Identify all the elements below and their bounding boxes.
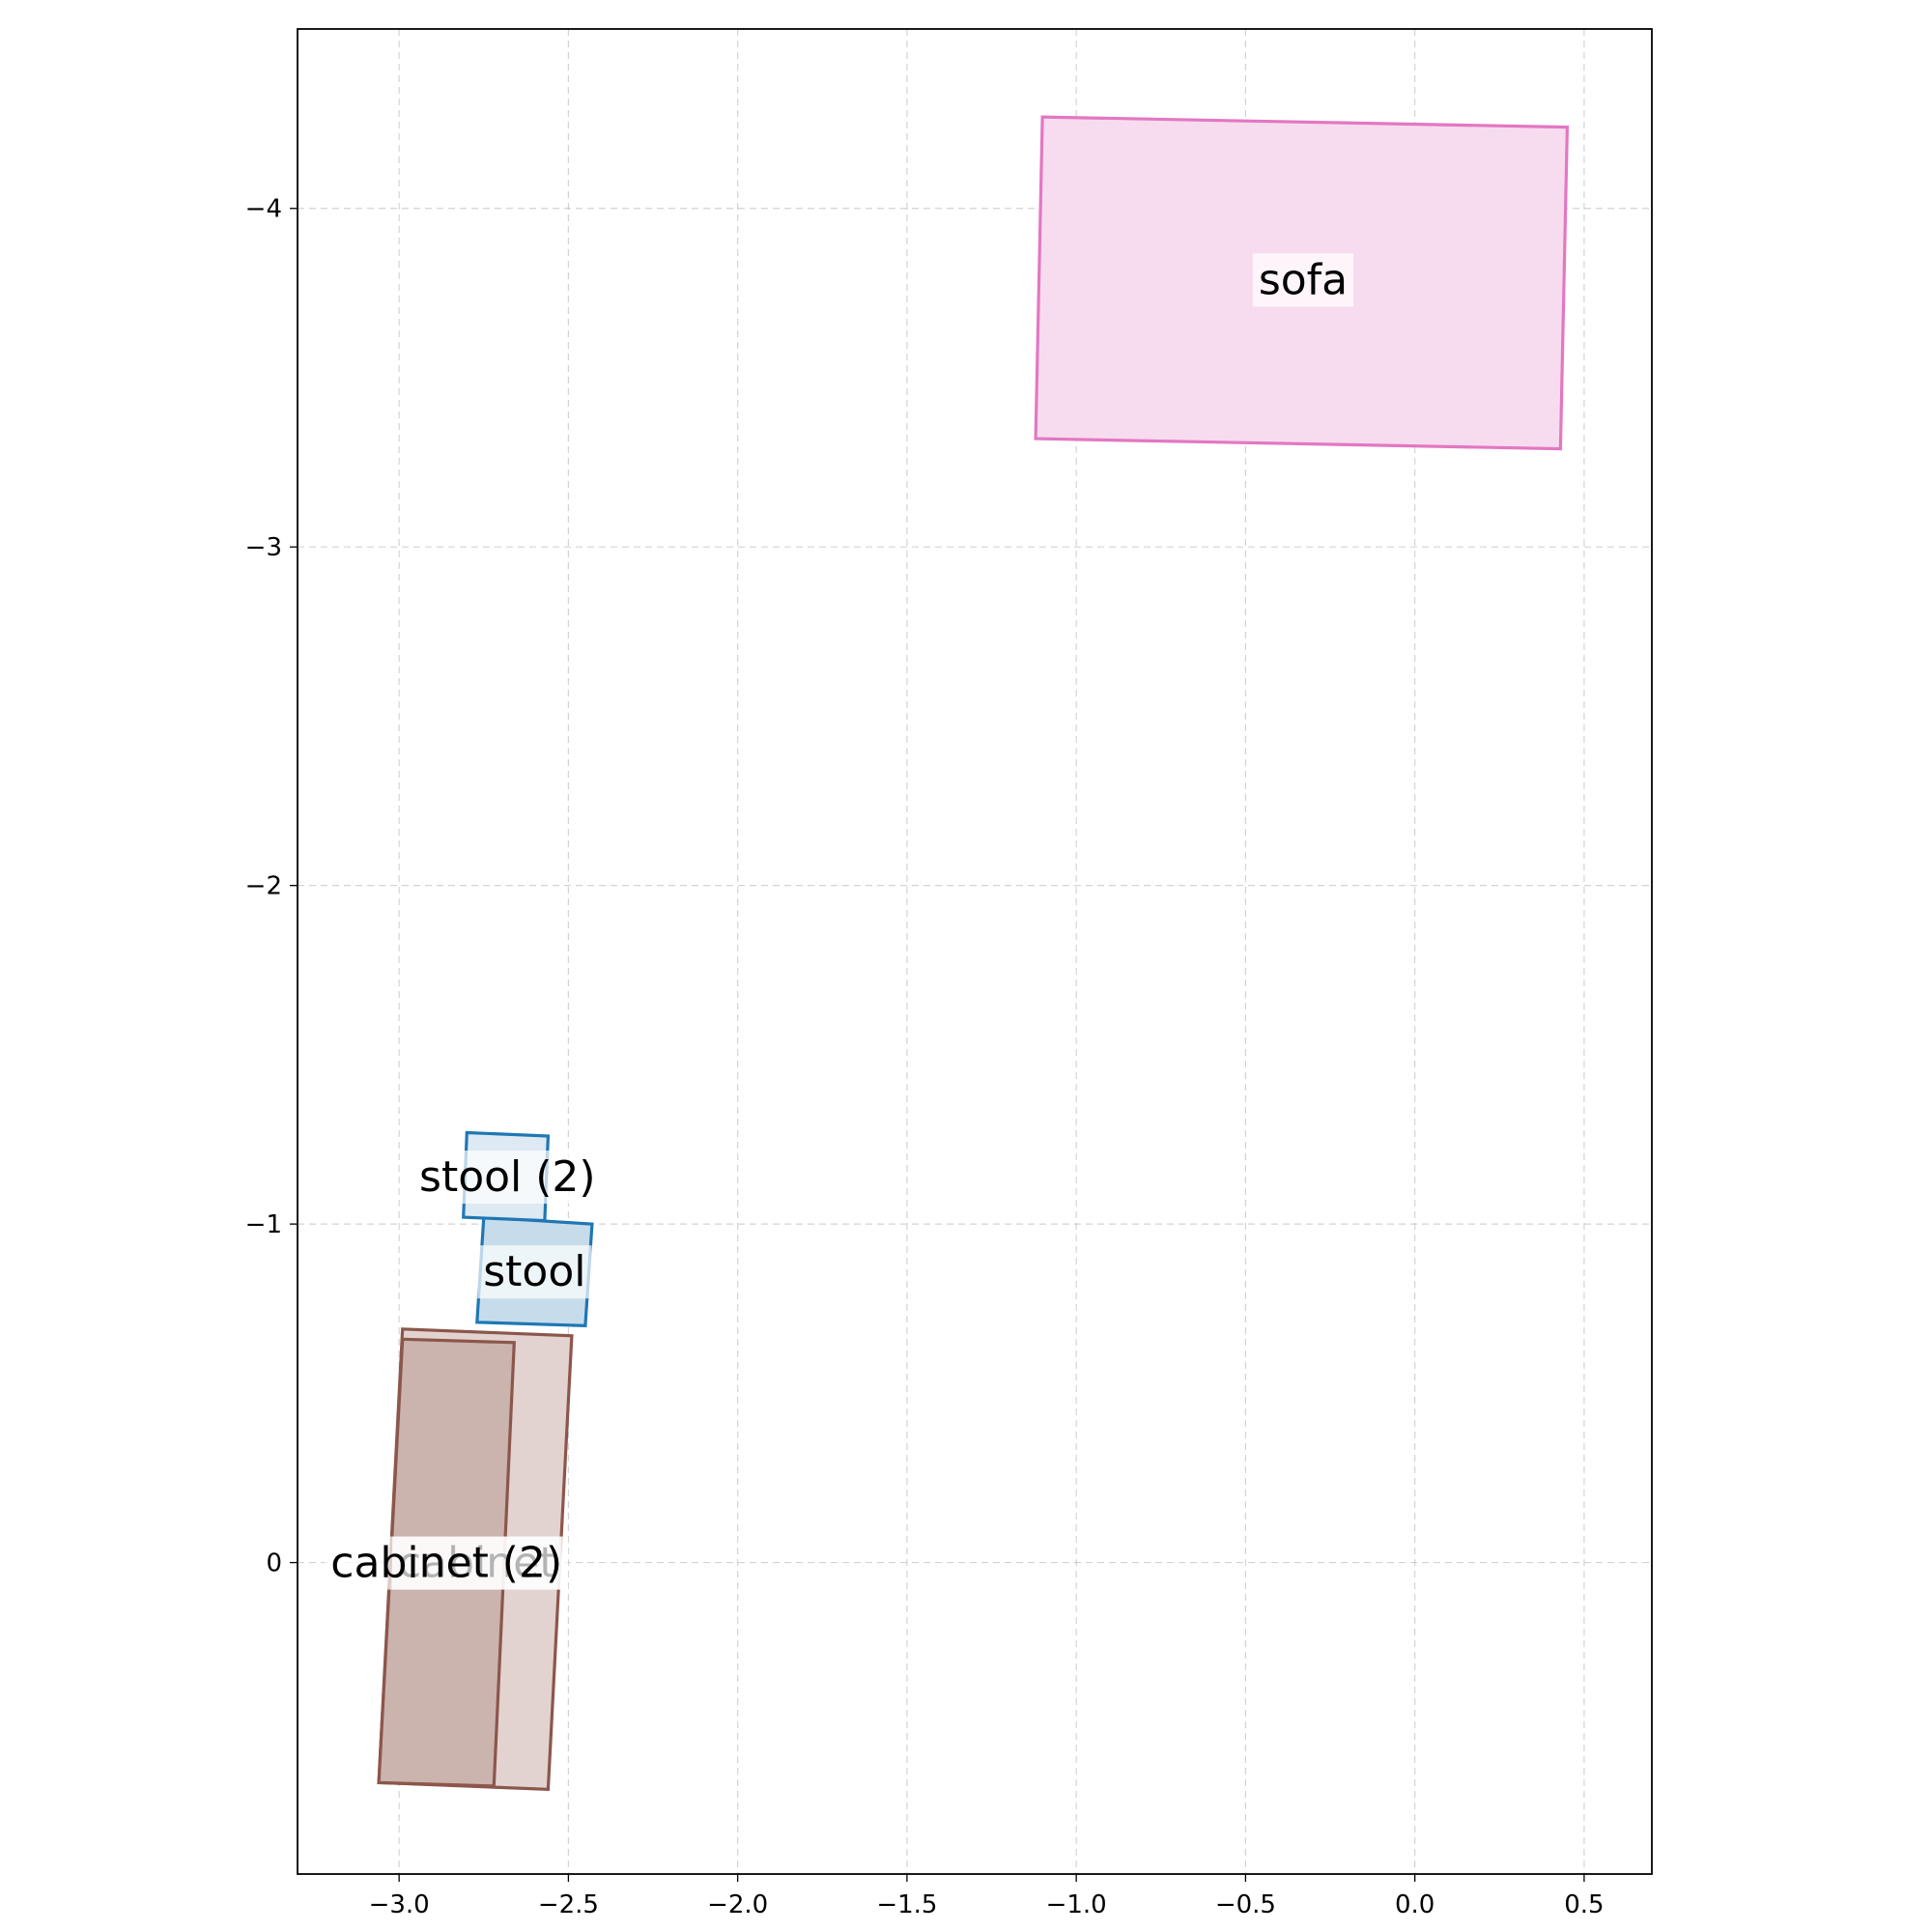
stool-label: stool [483,1247,585,1296]
cabinet-2-label-background [325,1536,569,1590]
stool-2-label-background [413,1151,602,1205]
x-tick-label: 0.5 [1564,1890,1604,1919]
y-tick-label: −1 [245,1210,282,1239]
x-tick-label: 0.0 [1395,1890,1435,1919]
sofa-label-background [1252,253,1354,307]
y-tick-label: −3 [245,533,282,562]
x-tick-label: −0.5 [1215,1890,1276,1919]
sofa-label: sofa [1259,255,1348,304]
sofa-label-group: sofa [1252,253,1354,307]
stool-2-label: stool (2) [419,1152,596,1202]
y-tick-label: −4 [245,195,282,224]
stool-label-background [477,1245,592,1299]
x-tick-label: −3.0 [369,1890,430,1919]
cabinet-2-label: cabinet (2) [330,1539,562,1588]
x-tick-label: −2.5 [538,1890,599,1919]
x-tick-label: −1.5 [876,1890,937,1919]
stool-label-group: stool [477,1245,592,1299]
y-tick-label: 0 [266,1549,282,1578]
x-tick-label: −1.0 [1046,1890,1107,1919]
x-tick-label: −2.0 [707,1890,768,1919]
cabinet-2-label-group: cabinet (2) [325,1536,569,1590]
plot-frame [297,28,1653,1875]
y-tick-label: −2 [245,872,282,901]
axis-ticks: −3.0 −2.5 −2.0 −1.5 −1.0 −0.5 0.0 0.5 −4 −3 −2 −1 0 [245,195,1605,1919]
stool-2-label-group: stool (2) [413,1151,602,1205]
